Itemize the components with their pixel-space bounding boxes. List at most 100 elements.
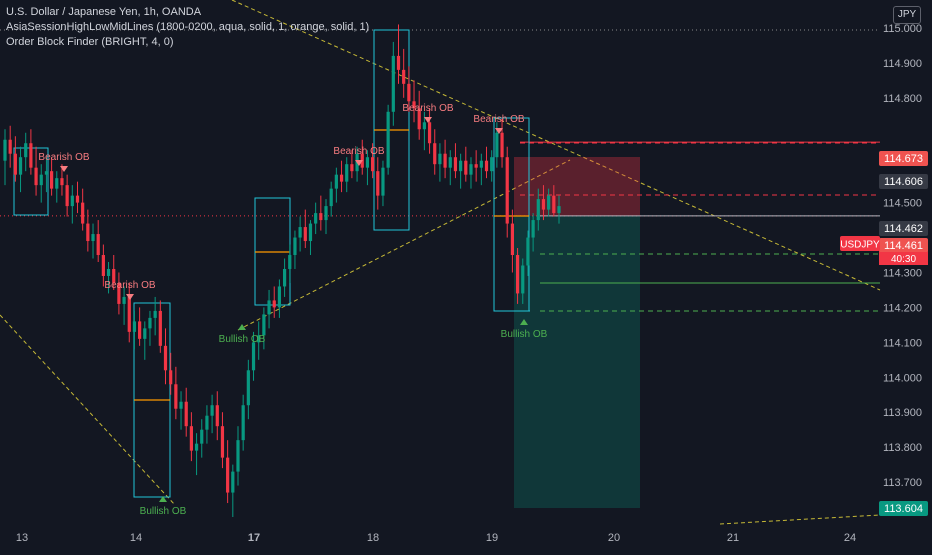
candle-body[interactable] [298,227,302,238]
candle-body[interactable] [433,143,437,165]
candle-body[interactable] [8,139,12,154]
candle-body[interactable] [257,335,261,343]
candle-body[interactable] [490,157,494,172]
candle-body[interactable] [448,157,452,168]
candle-body[interactable] [547,195,551,210]
candle-body[interactable] [101,255,105,276]
candle-body[interactable] [220,426,225,458]
candle-body[interactable] [112,268,116,283]
candle-body[interactable] [371,157,375,172]
candle-body[interactable] [143,328,147,339]
candle-body[interactable] [241,405,245,441]
trendline[interactable] [0,314,176,506]
candle-body[interactable] [122,296,126,304]
candle-body[interactable] [500,132,504,158]
candle-body[interactable] [34,167,38,186]
stop-loss-zone[interactable] [514,157,640,216]
candle-body[interactable] [376,171,380,196]
candle-body[interactable] [479,160,483,168]
candle-body[interactable] [443,153,447,168]
candle-body[interactable] [24,143,28,158]
candle-body[interactable] [417,108,421,130]
candle-body[interactable] [267,300,271,315]
price-badge[interactable] [879,174,928,189]
candle-body[interactable] [536,199,540,221]
candle-body[interactable] [541,199,546,210]
candle-body[interactable] [282,268,287,287]
candle-body[interactable] [81,202,85,224]
candle-body[interactable] [272,300,276,308]
candle-body[interactable] [184,401,188,427]
candle-body[interactable] [464,160,468,175]
candle-body[interactable] [319,213,323,221]
candle-body[interactable] [438,153,442,165]
candle-body[interactable] [55,178,59,189]
candle-body[interactable] [515,255,520,294]
candle-body[interactable] [174,384,178,409]
take-profit-zone[interactable] [514,215,640,508]
candle-body[interactable] [75,195,80,203]
candle-body[interactable] [526,237,530,266]
candle-body[interactable] [474,164,478,168]
candle-body[interactable] [13,153,17,175]
candle-body[interactable] [169,370,173,385]
candle-body[interactable] [422,122,426,130]
candle-body[interactable] [381,167,385,196]
candle-body[interactable] [60,178,64,186]
bullish-ob-label[interactable]: Bullish OB [140,506,187,517]
candle-body[interactable] [402,69,406,84]
price-badge[interactable] [879,221,928,236]
candle-body[interactable] [407,83,411,102]
candle-body[interactable] [288,255,292,269]
candle-body[interactable] [236,440,240,472]
candle-body[interactable] [3,139,7,161]
candle-body[interactable] [495,132,499,158]
candle-body[interactable] [246,370,250,406]
candle-body[interactable] [148,317,152,329]
candle-body[interactable] [510,223,515,256]
candle-body[interactable] [334,174,338,189]
candle-body[interactable] [117,282,121,304]
bullish-ob-label[interactable]: Bullish OB [219,334,266,345]
candle-body[interactable] [153,310,157,318]
candle-body[interactable] [469,164,473,175]
candle-body[interactable] [427,122,432,144]
candle-body[interactable] [96,234,100,256]
candle-body[interactable] [226,457,230,493]
candle-body[interactable] [163,345,168,371]
candle-body[interactable] [215,405,219,427]
legend-indicator-asia-session[interactable]: AsiaSessionHighLowMidLines (1800-0200, a… [6,21,370,33]
candle-body[interactable] [86,223,90,242]
price-badge[interactable] [879,501,928,516]
candle-body[interactable] [521,265,525,294]
bearish-ob-label[interactable]: Bearish OB [38,152,89,163]
bearish-ob-label[interactable]: Bearish OB [333,146,384,157]
candle-body[interactable] [453,157,458,172]
candle-body[interactable] [106,268,111,276]
candle-body[interactable] [49,171,54,189]
bearish-ob-label[interactable]: Bearish OB [104,280,155,291]
candle-body[interactable] [350,164,354,172]
candle-body[interactable] [251,342,256,371]
symbol-badge[interactable] [840,236,880,251]
candle-body[interactable] [314,213,318,224]
candle-body[interactable] [308,223,313,242]
candle-body[interactable] [194,443,199,451]
candle-body[interactable] [459,160,463,172]
price-badge[interactable] [879,238,928,253]
candle-body[interactable] [210,405,214,416]
candle-body[interactable] [277,286,282,308]
candle-body[interactable] [39,174,43,186]
candle-body[interactable] [484,160,489,172]
bearish-ob-label[interactable]: Bearish OB [473,114,524,125]
candle-body[interactable] [324,206,328,221]
candle-body[interactable] [231,471,235,493]
candle-body[interactable] [386,111,390,168]
candle-body[interactable] [138,321,142,339]
candle-body[interactable] [205,415,209,430]
candle-body[interactable] [44,171,49,175]
candle-body[interactable] [552,195,556,214]
candle-body[interactable] [29,143,33,168]
